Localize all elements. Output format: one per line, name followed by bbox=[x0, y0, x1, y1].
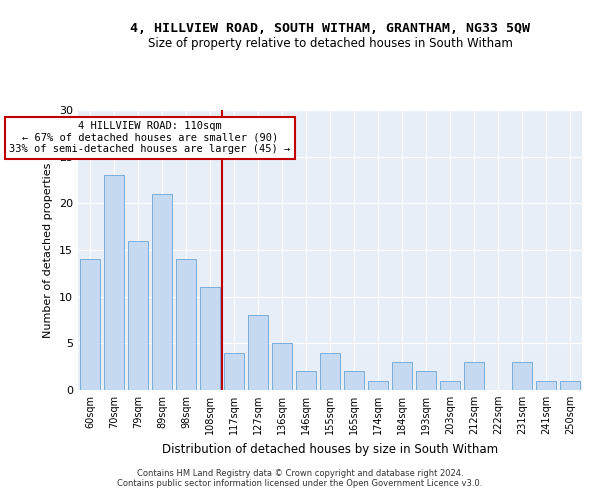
Text: 4, HILLVIEW ROAD, SOUTH WITHAM, GRANTHAM, NG33 5QW: 4, HILLVIEW ROAD, SOUTH WITHAM, GRANTHAM… bbox=[130, 22, 530, 36]
Bar bbox=[536, 380, 556, 390]
Bar bbox=[272, 344, 292, 390]
Text: Size of property relative to detached houses in South Witham: Size of property relative to detached ho… bbox=[148, 38, 512, 51]
Bar bbox=[392, 362, 412, 390]
Bar bbox=[224, 352, 244, 390]
Bar bbox=[128, 240, 148, 390]
Bar bbox=[176, 260, 196, 390]
Bar bbox=[344, 372, 364, 390]
Bar bbox=[248, 316, 268, 390]
Bar bbox=[368, 380, 388, 390]
Bar bbox=[560, 380, 580, 390]
Bar bbox=[104, 176, 124, 390]
X-axis label: Distribution of detached houses by size in South Witham: Distribution of detached houses by size … bbox=[162, 442, 498, 456]
Text: Contains public sector information licensed under the Open Government Licence v3: Contains public sector information licen… bbox=[118, 478, 482, 488]
Text: Contains HM Land Registry data © Crown copyright and database right 2024.: Contains HM Land Registry data © Crown c… bbox=[137, 468, 463, 477]
Bar bbox=[440, 380, 460, 390]
Bar bbox=[80, 260, 100, 390]
Y-axis label: Number of detached properties: Number of detached properties bbox=[43, 162, 53, 338]
Bar bbox=[416, 372, 436, 390]
Bar bbox=[512, 362, 532, 390]
Bar bbox=[200, 288, 220, 390]
Bar bbox=[320, 352, 340, 390]
Bar bbox=[464, 362, 484, 390]
Bar bbox=[296, 372, 316, 390]
Bar bbox=[152, 194, 172, 390]
Text: 4 HILLVIEW ROAD: 110sqm
← 67% of detached houses are smaller (90)
33% of semi-de: 4 HILLVIEW ROAD: 110sqm ← 67% of detache… bbox=[10, 121, 290, 154]
